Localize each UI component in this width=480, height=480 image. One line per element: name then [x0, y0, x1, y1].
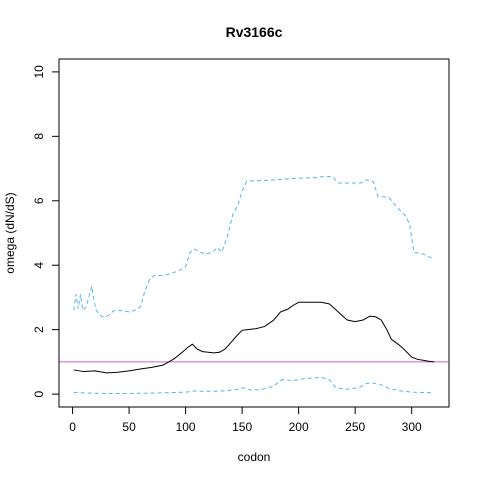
y-tick-label: 2 — [32, 326, 46, 333]
y-tick-label: 6 — [32, 197, 46, 204]
plot-area-border — [58, 58, 450, 408]
series-layer — [73, 176, 435, 394]
chart-title: Rv3166c — [226, 24, 283, 40]
x-tick-label: 150 — [232, 420, 252, 434]
x-axis: 0 50 100 150 200 250 300 — [69, 406, 422, 434]
x-tick-label: 300 — [402, 420, 422, 434]
series-line-lower-bound — [73, 376, 435, 394]
x-axis-label: codon — [238, 450, 271, 464]
y-tick-label: 0 — [32, 390, 46, 397]
y-axis: 0 2 4 6 8 10 — [32, 65, 60, 397]
y-axis-label: omega (dN/dS) — [3, 192, 17, 273]
y-tick-label: 8 — [32, 133, 46, 140]
x-tick-label: 100 — [176, 420, 196, 434]
x-tick-label: 250 — [345, 420, 365, 434]
x-tick-label: 50 — [122, 420, 136, 434]
x-tick-label: 200 — [289, 420, 309, 434]
y-tick-label: 4 — [32, 262, 46, 269]
y-tick-label: 10 — [32, 65, 46, 79]
series-line-estimate — [73, 301, 435, 374]
series-line-upper-bound — [73, 176, 435, 318]
x-tick-label: 0 — [69, 420, 76, 434]
